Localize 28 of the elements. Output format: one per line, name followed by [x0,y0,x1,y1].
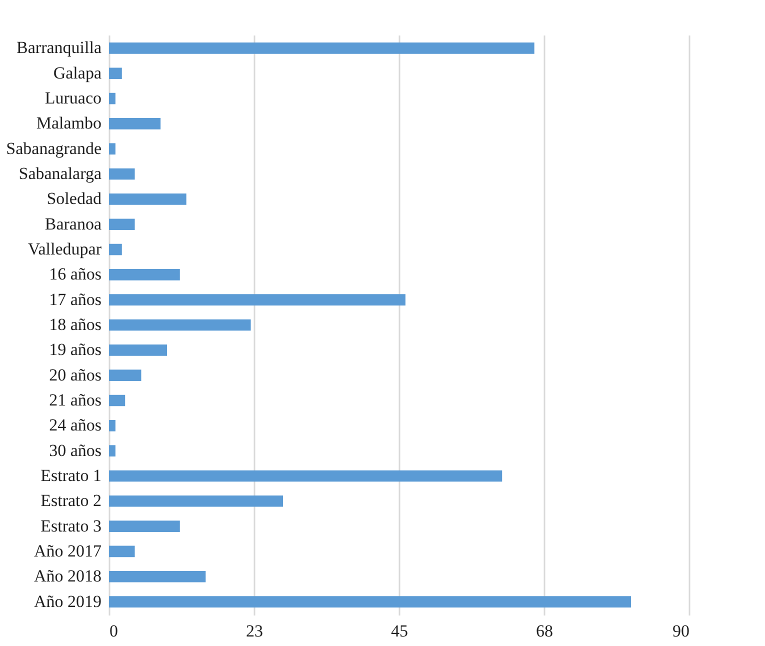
y-tick-label: 16 años [49,264,102,284]
x-tick-label: 23 [246,622,263,640]
y-tick-label: Malambo [36,114,102,133]
y-tick-label: 17 años [49,290,102,309]
y-tick-label: 21 años [49,390,102,410]
x-tick-label: 68 [536,622,553,640]
y-tick-label: Soledad [46,189,102,208]
y-tick-label: Barranquilla [16,38,102,58]
y-tick-label: 24 años [49,416,102,435]
y-tick-label: 20 años [49,365,102,384]
y-tick-label: Valledupar [28,240,102,259]
y-tick-label: Baranoa [44,214,102,234]
y-tick-label: Estrato 1 [40,466,102,485]
y-tick-label: Estrato 2 [40,491,102,510]
y-tick-label: Año 2018 [34,566,102,586]
y-tick-label: Año 2019 [34,592,102,611]
y-tick-label: 30 años [49,440,102,460]
y-tick-label: Sabanagrande [6,138,102,158]
y-tick-label: Año 2017 [34,541,102,560]
y-tick-label: 18 años [49,315,102,334]
y-tick-label: 19 años [49,340,102,360]
y-tick-label: Estrato 3 [40,516,102,536]
y-tick-label: Luruaco [44,88,102,108]
y-tick-label: Sabanalarga [18,164,102,184]
x-tick-label: 45 [391,622,408,640]
x-tick-label: 0 [110,622,118,640]
y-tick-label: Galapa [53,63,102,82]
x-tick-label: 90 [672,622,690,640]
